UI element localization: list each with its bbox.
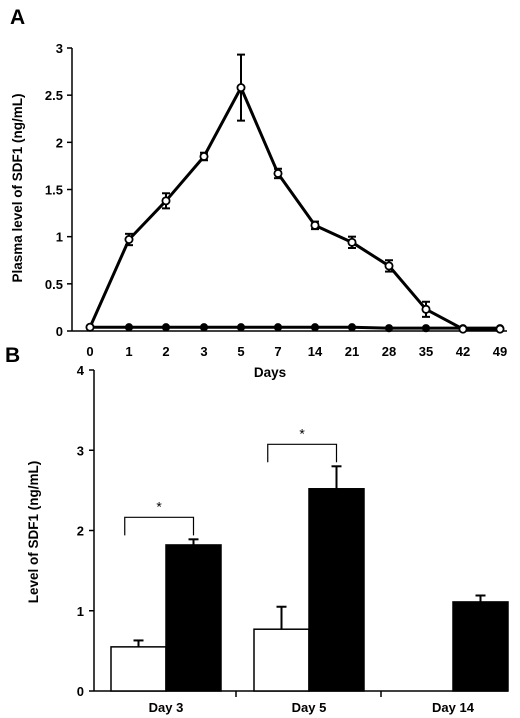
data-point-open — [495, 324, 505, 334]
data-point-open — [124, 234, 134, 244]
data-point-open — [273, 168, 283, 178]
data-point-open — [236, 83, 246, 93]
data-point-filled — [124, 323, 134, 332]
y-tick-label: 2 — [77, 524, 84, 539]
x-tick-label: 1 — [125, 344, 132, 359]
data-point-filled — [199, 323, 209, 332]
panel-letter-b: B — [5, 344, 20, 367]
series-line-open-circles — [88, 86, 500, 331]
x-tick-label: 35 — [419, 344, 433, 359]
data-point-open — [384, 261, 394, 271]
data-point-open — [347, 237, 357, 247]
x-tick-label: Day 5 — [292, 700, 327, 715]
significance-bracket — [267, 443, 338, 463]
data-point-filled — [161, 323, 171, 332]
series-line-filled-circles — [90, 325, 500, 330]
x-axis-title: Days — [254, 365, 286, 380]
y-tick-label: 4 — [77, 363, 85, 378]
y-tick-label: 3 — [56, 41, 63, 56]
data-point-filled — [310, 323, 320, 332]
x-tick-label: 42 — [456, 344, 470, 359]
y-tick-label: 1 — [77, 604, 84, 619]
x-tick-label: 14 — [308, 344, 323, 359]
x-tick-label: 49 — [493, 344, 507, 359]
bar-open — [110, 646, 167, 692]
panel-letter-a: A — [10, 6, 25, 29]
x-tick-label: 2 — [162, 344, 169, 359]
x-tick-label: Day 3 — [149, 700, 184, 715]
x-tick-label: 28 — [382, 344, 396, 359]
y-tick-label: 2.5 — [45, 88, 63, 103]
data-point-filled — [384, 324, 394, 333]
y-tick-label: 1 — [56, 230, 63, 245]
y-axis-title: Plasma level of SDF1 (ng/mL) — [10, 93, 25, 282]
y-axis-title: Level of SDF1 (ng/mL) — [26, 461, 41, 604]
data-point-filled — [273, 323, 283, 332]
x-tick-label: 0 — [86, 344, 93, 359]
data-point-open — [199, 151, 209, 161]
x-tick-label: 5 — [237, 344, 244, 359]
bar-open — [253, 628, 310, 692]
y-tick-label: 1.5 — [45, 183, 63, 198]
data-point-open — [85, 322, 95, 332]
y-tick-label: 2 — [56, 135, 63, 150]
x-tick-label: 21 — [345, 344, 359, 359]
y-tick-label: 0.5 — [45, 277, 63, 292]
line-chart-panel-a: 00.511.522.530 1 2 3 5 7 14 21 28 35 42 49DaysPlasm… — [10, 41, 507, 380]
bar-filled — [165, 544, 222, 692]
x-tick-label: Day 14 — [432, 700, 475, 715]
data-point-filled — [236, 323, 246, 332]
x-tick-label: 3 — [200, 344, 207, 359]
bar-filled — [452, 601, 509, 692]
x-tick-label: 7 — [274, 344, 281, 359]
significance-bracket — [124, 516, 195, 536]
y-tick-label: 3 — [77, 443, 84, 458]
data-point-open — [421, 304, 431, 314]
bar-filled — [308, 488, 365, 692]
data-point-open — [458, 324, 468, 334]
significance-label: * — [156, 498, 162, 514]
y-tick-label: 0 — [56, 324, 63, 339]
data-point-open — [310, 220, 320, 230]
bar-chart-panel-b: 0 1 2 3 4 Day 3 Day 5 Day 14 Level of SDF1 (ng/m… — [26, 363, 509, 715]
data-point-open — [161, 196, 171, 206]
y-tick-label: 0 — [77, 684, 84, 699]
data-point-filled — [347, 323, 357, 332]
data-point-filled — [421, 324, 431, 333]
significance-label: * — [299, 425, 305, 441]
